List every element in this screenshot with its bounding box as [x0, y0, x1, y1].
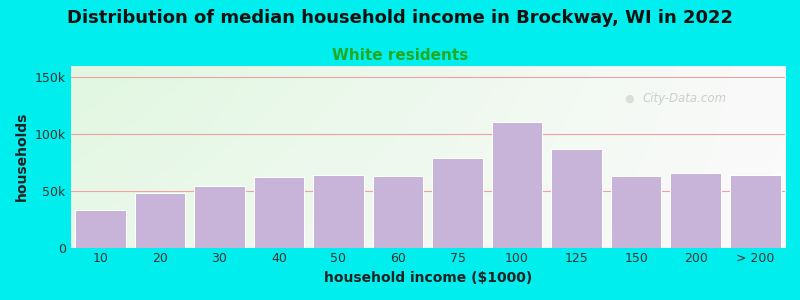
- Bar: [670, 173, 721, 248]
- Bar: [75, 210, 126, 248]
- Bar: [313, 175, 364, 247]
- X-axis label: household income ($1000): household income ($1000): [324, 271, 532, 285]
- Text: ●: ●: [624, 94, 634, 104]
- Bar: [492, 122, 542, 248]
- Y-axis label: households: households: [15, 112, 29, 202]
- Bar: [432, 158, 483, 248]
- Text: City-Data.com: City-Data.com: [642, 92, 726, 105]
- Bar: [373, 176, 423, 248]
- Bar: [730, 175, 781, 247]
- Bar: [254, 177, 304, 247]
- Bar: [194, 186, 245, 248]
- Bar: [134, 193, 185, 248]
- Text: White residents: White residents: [332, 48, 468, 63]
- Text: Distribution of median household income in Brockway, WI in 2022: Distribution of median household income …: [67, 9, 733, 27]
- Bar: [551, 149, 602, 248]
- Bar: [611, 176, 662, 248]
